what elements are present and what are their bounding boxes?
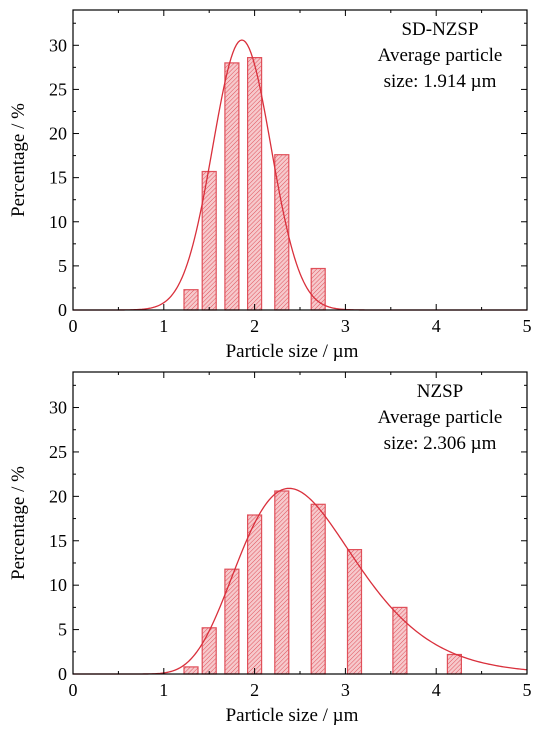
x-tick-label: 3 (341, 316, 350, 336)
x-tick-label: 0 (69, 316, 78, 336)
y-tick-label: 0 (58, 664, 67, 684)
annotation-line-1: SD-NZSP (401, 19, 478, 40)
y-tick-label: 20 (49, 124, 67, 144)
bar-5 (274, 490, 290, 675)
y-tick-label: 10 (49, 575, 67, 595)
bar-9 (446, 653, 462, 675)
annotation-line-2: Average particle (378, 45, 503, 66)
bar-3 (224, 62, 240, 311)
bar-1 (183, 666, 199, 675)
annotation-line-2: Average particle (378, 407, 503, 428)
bar-7 (346, 548, 363, 675)
y-axis-label: Percentage / % (8, 103, 29, 217)
annotation-line-3: size: 1.914 µm (384, 71, 497, 92)
x-tick-label: 1 (159, 680, 168, 700)
y-tick-label: 10 (49, 212, 67, 232)
x-tick-label: 5 (523, 680, 532, 700)
x-tick-label: 2 (250, 316, 259, 336)
fit-curve (73, 487, 528, 675)
y-tick-label: 30 (49, 398, 67, 418)
annotation-line-3: size: 2.306 µm (384, 433, 497, 454)
y-tick-label: 20 (49, 486, 67, 506)
x-tick-label: 3 (341, 680, 350, 700)
bar-4 (247, 514, 263, 675)
y-axis-label: Percentage / % (8, 466, 29, 580)
x-tick-label: 0 (69, 680, 78, 700)
y-tick-label: 25 (49, 442, 67, 462)
bar-6 (310, 503, 326, 675)
x-tick-label: 5 (523, 316, 532, 336)
y-tick-label: 30 (49, 35, 67, 55)
x-axis-label: Particle size / µm (226, 705, 359, 726)
y-tick-label: 5 (58, 620, 67, 640)
y-tick-label: 25 (49, 79, 67, 99)
chart-panel-1: 0 1 2 3 4 5 0 5 10 15 20 25 30 Particle size / µm Perc… (8, 9, 532, 362)
bar-2 (201, 627, 217, 675)
bar-1 (183, 289, 199, 311)
y-tick-label: 0 (58, 300, 67, 320)
x-tick-label: 4 (432, 680, 441, 700)
y-tick-label: 15 (49, 531, 67, 551)
bar-4 (247, 56, 263, 311)
annotation-line-1: NZSP (417, 381, 463, 402)
x-tick-label: 4 (432, 316, 441, 336)
bar-6 (310, 267, 326, 311)
x-tick-label: 1 (159, 316, 168, 336)
y-tick-label: 5 (58, 256, 67, 276)
x-axis-label: Particle size / µm (226, 341, 359, 362)
chart-panel-2: 0 1 2 3 4 5 0 5 10 15 20 25 30 Particle size / µm Perc… (8, 371, 532, 726)
y-tick-label: 15 (49, 168, 67, 188)
x-tick-label: 2 (250, 680, 259, 700)
bar-3 (224, 568, 240, 675)
